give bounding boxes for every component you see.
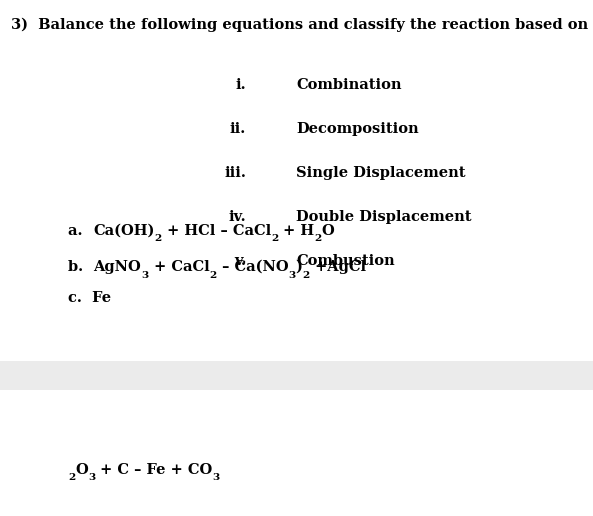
Text: +AgCl: +AgCl bbox=[310, 260, 366, 274]
Text: – Ca(NO: – Ca(NO bbox=[216, 260, 288, 274]
Text: 3)  Balance the following equations and classify the reaction based on the follo: 3) Balance the following equations and c… bbox=[11, 18, 593, 33]
Text: 2: 2 bbox=[314, 234, 321, 244]
Text: v.: v. bbox=[234, 253, 246, 268]
Text: ): ) bbox=[295, 260, 302, 274]
Text: 2: 2 bbox=[209, 270, 216, 280]
Text: 3: 3 bbox=[141, 270, 149, 280]
Text: 3: 3 bbox=[288, 270, 295, 280]
Text: i.: i. bbox=[235, 78, 246, 92]
Text: c.  Fe: c. Fe bbox=[68, 291, 111, 305]
Text: Double Displacement: Double Displacement bbox=[296, 209, 472, 224]
Text: a.: a. bbox=[68, 224, 93, 238]
Text: iii.: iii. bbox=[224, 166, 246, 180]
Text: Combustion: Combustion bbox=[296, 253, 395, 268]
Text: Combination: Combination bbox=[296, 78, 402, 92]
Text: + H: + H bbox=[278, 224, 314, 238]
Text: Single Displacement: Single Displacement bbox=[296, 166, 466, 180]
Text: 2: 2 bbox=[302, 270, 310, 280]
Text: AgNO: AgNO bbox=[94, 260, 141, 274]
Text: Ca(OH): Ca(OH) bbox=[93, 224, 154, 238]
Text: O: O bbox=[321, 224, 334, 238]
Text: 2: 2 bbox=[271, 234, 278, 244]
Text: 3: 3 bbox=[213, 473, 220, 482]
Text: + CaCl: + CaCl bbox=[149, 260, 209, 274]
Bar bbox=[0, 361, 593, 390]
Text: + HCl – CaCl: + HCl – CaCl bbox=[161, 224, 271, 238]
Text: iv.: iv. bbox=[228, 209, 246, 224]
Text: + C – Fe + CO: + C – Fe + CO bbox=[95, 463, 213, 477]
Text: b.: b. bbox=[68, 260, 94, 274]
Text: O: O bbox=[75, 463, 88, 477]
Text: 2: 2 bbox=[68, 473, 75, 482]
Text: Decomposition: Decomposition bbox=[296, 122, 419, 136]
Text: 3: 3 bbox=[88, 473, 95, 482]
Text: 2: 2 bbox=[154, 234, 161, 244]
Text: ii.: ii. bbox=[230, 122, 246, 136]
